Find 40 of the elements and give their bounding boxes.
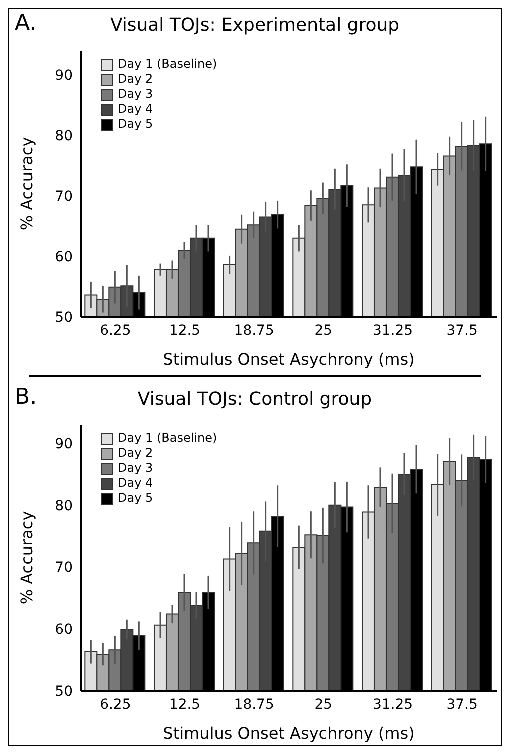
x-tick-label: 6.25 [100,322,132,339]
y-tick-label: 80 [55,128,73,145]
x-tick-label: 18.75 [234,322,274,339]
legend-label: Day 1 (Baseline) [118,57,218,72]
x-tick-label: 31.25 [372,322,414,339]
legend-label: Day 2 [118,446,154,461]
x-tick-label: 37.5 [446,696,478,713]
y-tick-label: 80 [55,498,73,514]
y-tick-label: 90 [55,68,73,84]
x-tick-label: 25 [314,322,333,339]
chart-title: Visual TOJs: Control group [138,389,372,410]
y-axis-title: % Accuracy [18,137,37,231]
y-tick-label: 90 [55,436,73,453]
legend-label: Day 4 [118,102,154,117]
text: A. [15,11,37,36]
chart-title: Visual TOJs: Experimental group [110,15,400,36]
y-tick-label: 70 [55,189,73,206]
y-axis-title: % Accuracy [18,511,37,605]
legend-label: Day 3 [118,461,154,476]
legend-label: Day 3 [118,87,154,102]
x-tick-label: 18.75 [234,696,274,713]
legend-label: Day 5 [118,491,154,506]
x-tick-label: 12.5 [169,696,201,713]
legend-label: Day 5 [118,117,154,132]
y-tick-label: 70 [55,560,73,576]
x-tick-label: 25 [314,696,333,713]
y-tick-label: 60 [55,622,73,638]
x-axis-title: Stimulus Onset Asychrony (ms) [163,724,415,743]
legend-label: Day 4 [118,476,154,491]
text: B. [15,385,38,410]
x-tick-label: 12.5 [169,322,201,339]
y-tick-label: 50 [55,310,73,326]
x-tick-label: 37.5 [446,322,478,339]
x-axis-title: Stimulus Onset Asychrony (ms) [163,350,415,369]
y-tick-label: 50 [55,684,73,700]
y-tick-label: 60 [55,250,73,266]
x-tick-label: 31.25 [372,696,414,713]
legend-label: Day 2 [118,72,154,87]
x-tick-label: 6.25 [100,696,132,713]
legend-label: Day 1 (Baseline) [118,431,218,446]
